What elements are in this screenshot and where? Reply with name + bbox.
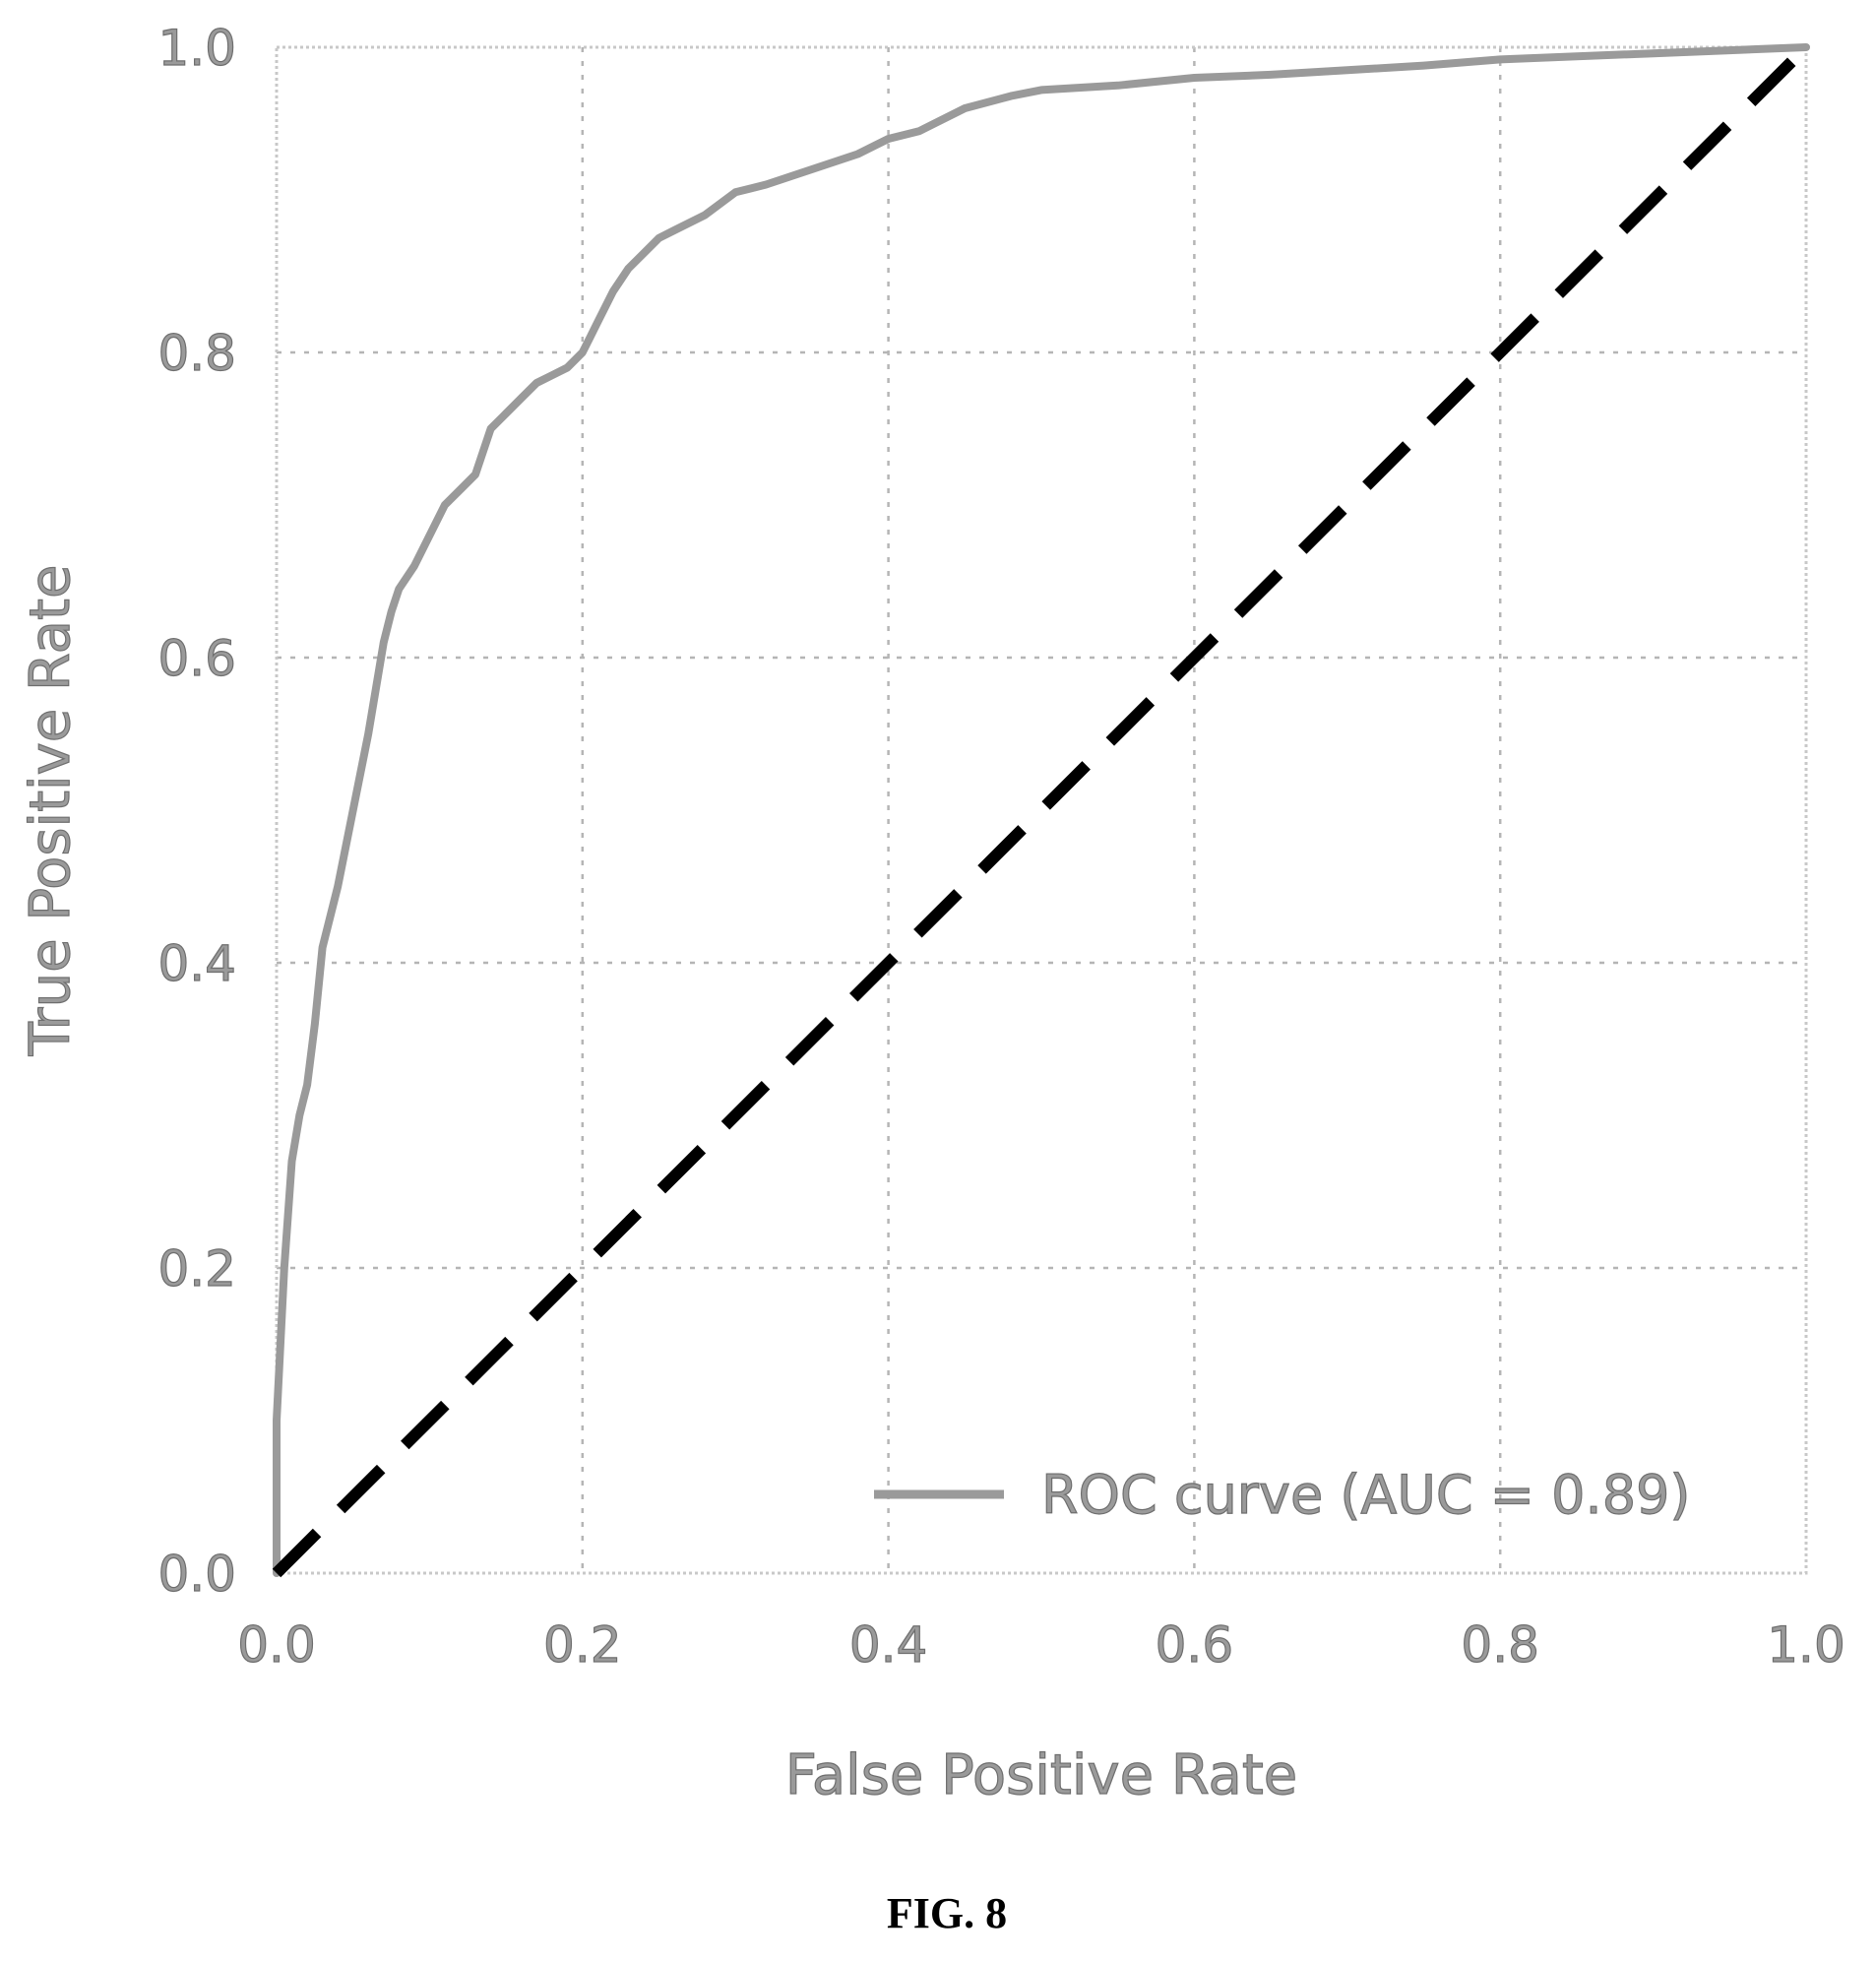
y-tick-label: 0.2: [157, 1240, 236, 1297]
chance-diagonal-line: [272, 42, 1811, 1578]
y-axis-label: True Positive Rate: [19, 565, 83, 1057]
x-axis-label: False Positive Rate: [785, 1743, 1297, 1807]
y-tick-label: 0.0: [157, 1546, 236, 1603]
y-tick-label: 1.0: [157, 20, 236, 77]
y-tick-label: 0.4: [157, 935, 236, 992]
series-layer: [272, 42, 1811, 1578]
legend: ROC curve (AUC = 0.89): [874, 1463, 1691, 1527]
y-tick-label: 0.6: [157, 630, 236, 687]
legend-label-roc-curve: ROC curve (AUC = 0.89): [1041, 1464, 1690, 1526]
x-tick-label: 0.0: [237, 1616, 316, 1674]
grid-lines: [277, 47, 1806, 1573]
tick-labels: 0.0 0.2 0.4 0.6 0.8 1.0 0.0 0.2 0.4 0.6 0.8 1.0: [157, 19, 1845, 1674]
x-tick-label: 0.8: [1461, 1616, 1539, 1674]
x-tick-label: 0.6: [1156, 1616, 1234, 1674]
roc-curve-line: [273, 43, 1810, 1577]
figure-caption: FIG. 8: [887, 1889, 1007, 1937]
plot-area-frame: [275, 45, 1808, 1575]
x-tick-label: 0.2: [543, 1616, 622, 1674]
x-tick-label: 1.0: [1767, 1616, 1845, 1674]
y-tick-label: 0.8: [157, 325, 236, 382]
x-tick-label: 0.4: [849, 1616, 928, 1674]
